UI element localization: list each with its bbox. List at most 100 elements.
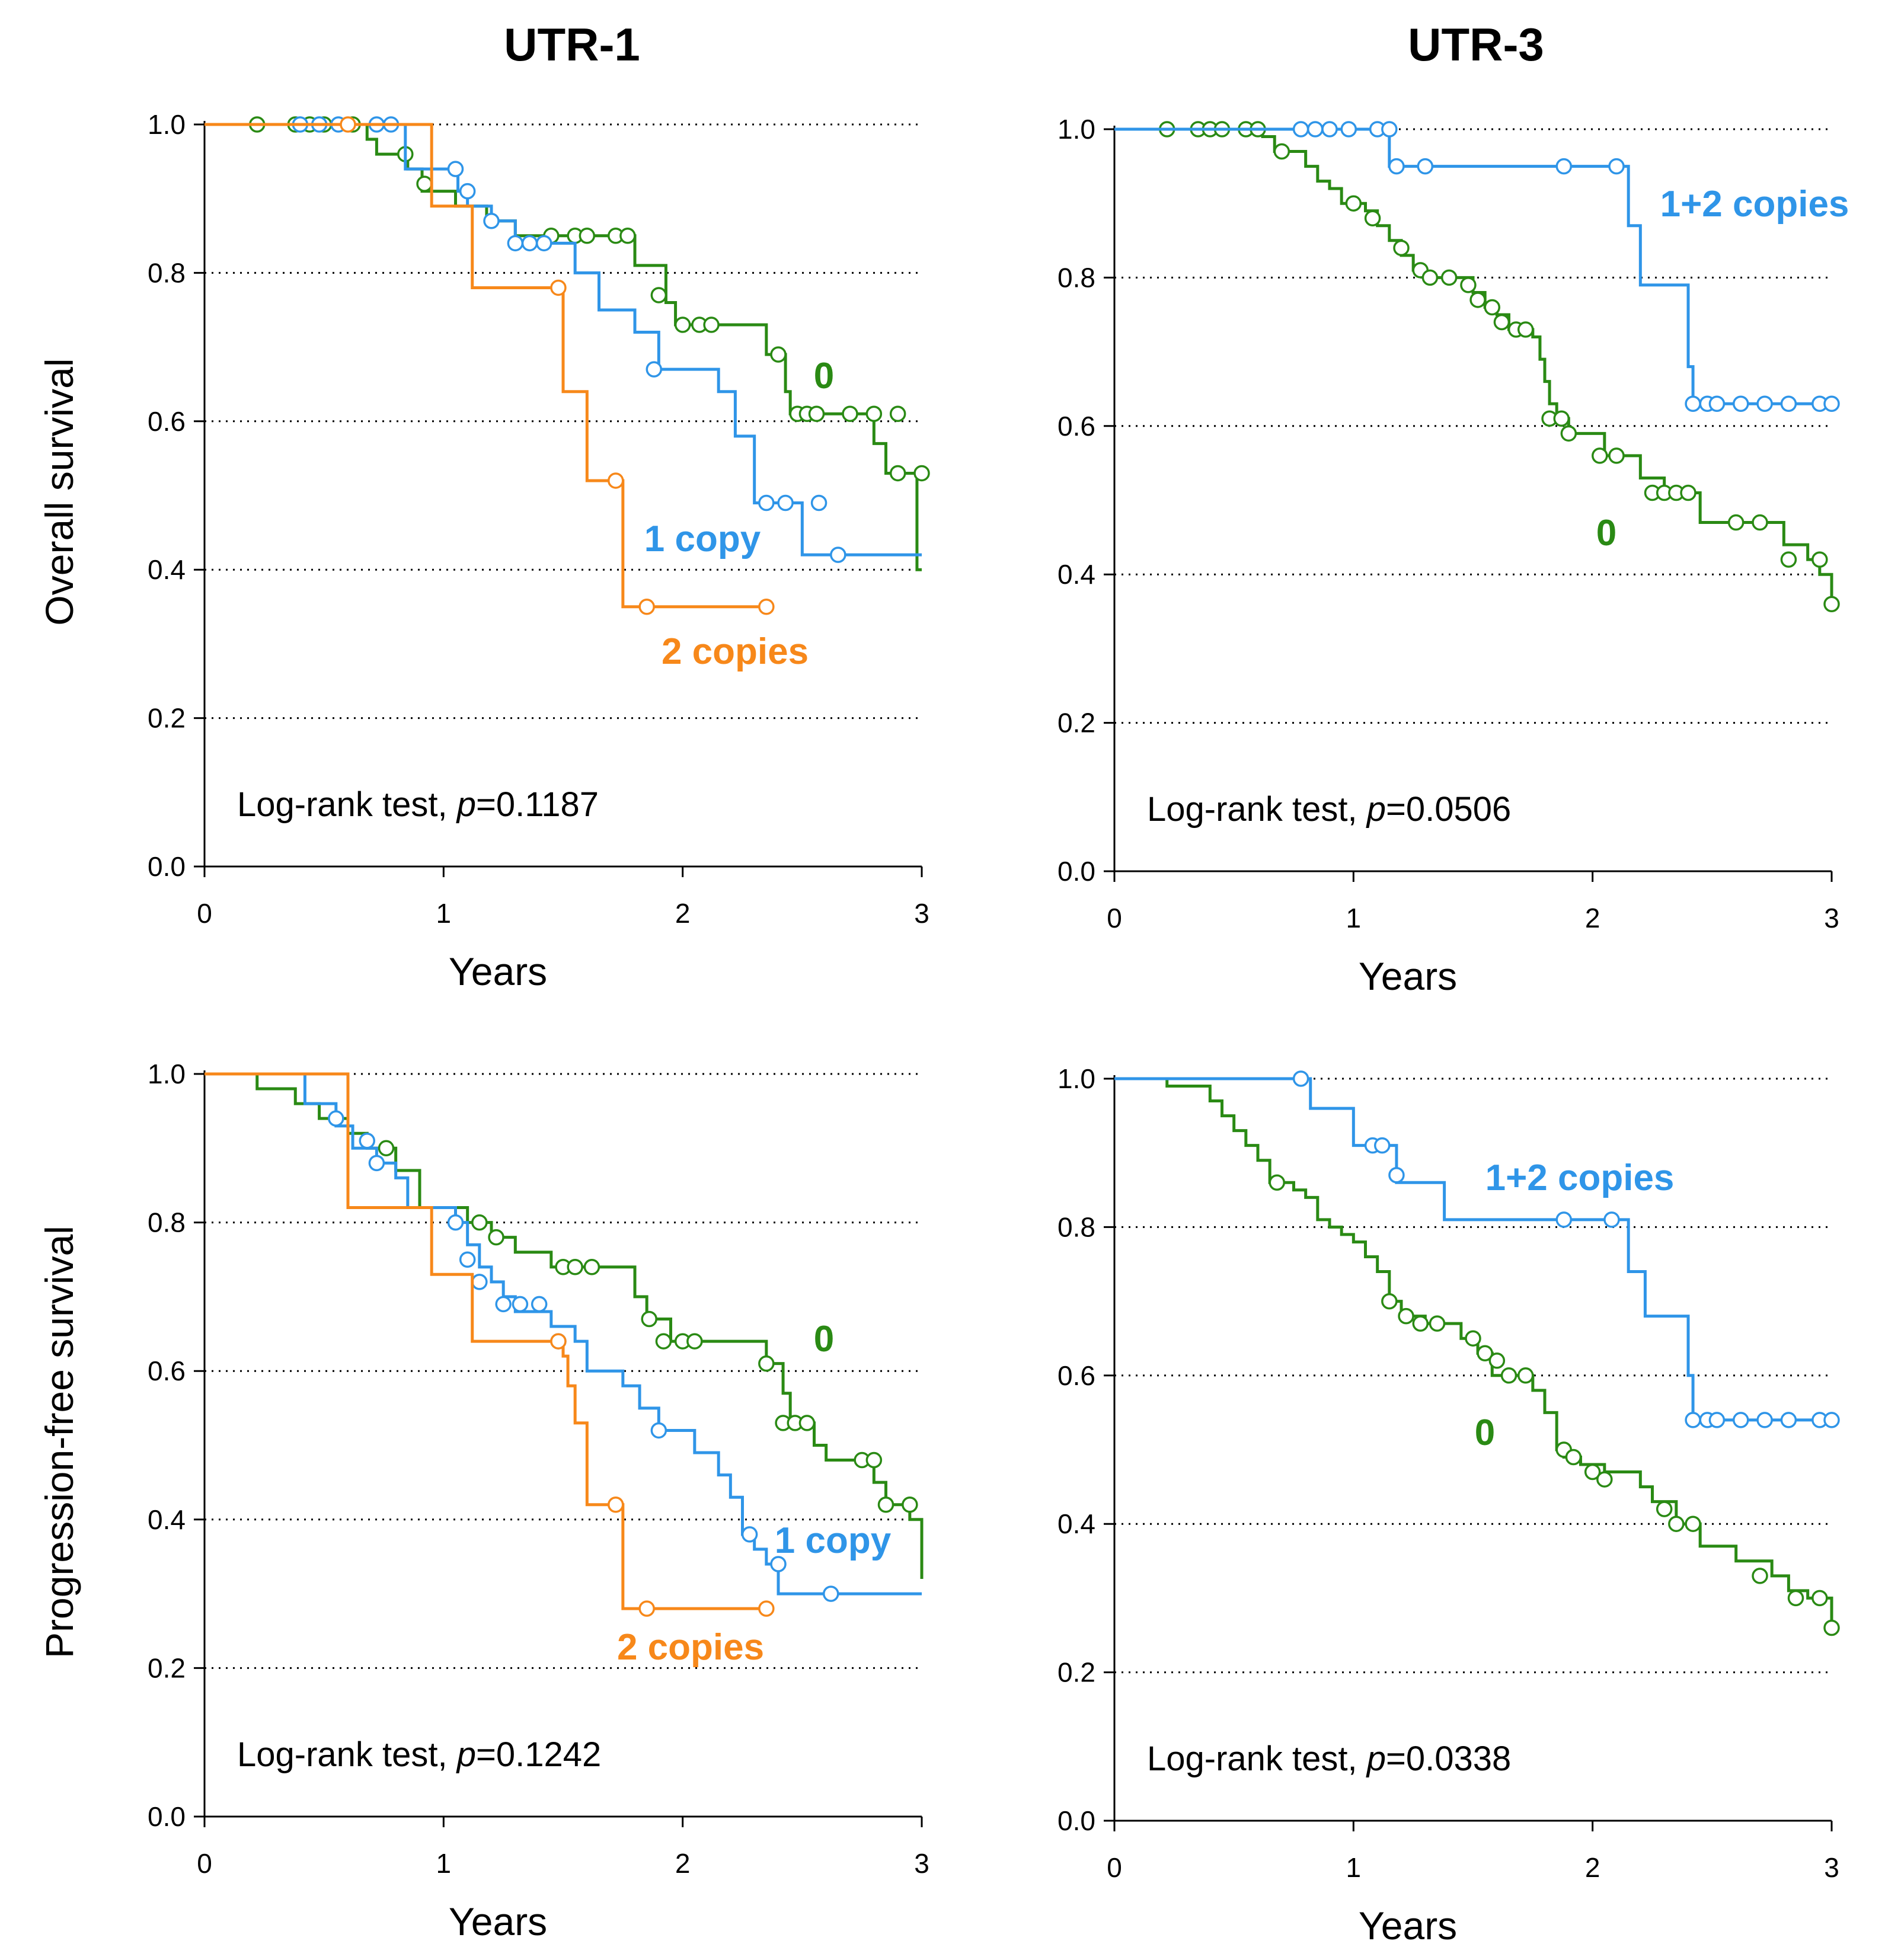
- censor-marker: [1780, 1412, 1797, 1428]
- censor-marker: [865, 1451, 883, 1469]
- censor-marker: [638, 1600, 655, 1617]
- censor-marker: [579, 228, 596, 244]
- series-label: 2 copies: [662, 631, 809, 672]
- censor-marker: [1603, 1211, 1620, 1228]
- censor-marker: [459, 1251, 476, 1268]
- y-tick-label: 0.8: [148, 1207, 186, 1238]
- censor-marker: [447, 1214, 464, 1231]
- series-label: 2 copies: [617, 1627, 764, 1668]
- survival-curve-2-copies: [205, 123, 766, 609]
- series-label: 0: [814, 1319, 834, 1360]
- censor-marker: [1393, 239, 1410, 257]
- censor-marker: [1321, 121, 1338, 138]
- censor-marker: [1517, 321, 1534, 338]
- censor-marker: [1608, 158, 1625, 175]
- censor-marker: [1460, 277, 1477, 293]
- censor-marker: [810, 494, 828, 511]
- series-label: 0: [814, 356, 834, 397]
- censor-marker: [1811, 551, 1828, 568]
- censor-marker: [1488, 1353, 1506, 1369]
- censor-marker: [758, 599, 775, 615]
- logrank-annotation: Log-rank test, p=0.0338: [1147, 1740, 1511, 1778]
- x-tick-label: 1: [436, 898, 452, 929]
- series-label: 1 copy: [775, 1520, 892, 1561]
- logrank-annotation: Log-rank test, p=0.0506: [1147, 790, 1511, 829]
- y-tick-label: 0.8: [148, 257, 186, 288]
- censor-marker: [1517, 1367, 1534, 1384]
- censor-marker: [808, 405, 825, 423]
- censor-marker: [741, 1526, 758, 1543]
- censor-marker: [550, 1333, 567, 1350]
- y-tick-label: 0.2: [1057, 1657, 1095, 1688]
- column-title-utr1: UTR-1: [504, 18, 640, 71]
- series-label: 0: [1475, 1412, 1495, 1453]
- y-tick-label: 1.0: [1057, 114, 1095, 145]
- censor-marker: [1292, 1070, 1309, 1087]
- x-axis-label: Years: [1359, 954, 1457, 998]
- y-tick-label: 1.0: [148, 109, 186, 140]
- censor-marker: [459, 183, 476, 200]
- y-tick-label: 0.8: [1057, 1211, 1095, 1242]
- censor-marker: [512, 1296, 529, 1313]
- censor-marker: [842, 405, 858, 423]
- panel-3: 0.0 0.2 0.4 0.6 0.8 1.0 0 1 2 3 Years Log-rank test…: [1057, 1063, 1840, 1948]
- panel-2: 0.0 0.2 0.4 0.6 0.8 1.0 0 1 2 3 Years Log-rank test…: [148, 1059, 929, 1943]
- survival-curve-1-2-copies: [1114, 127, 1832, 405]
- censor-marker: [1345, 195, 1362, 212]
- censor-marker: [1307, 121, 1324, 138]
- censor-marker: [1469, 292, 1486, 308]
- censor-marker: [531, 1296, 548, 1313]
- censor-marker: [686, 1333, 703, 1350]
- censor-marker: [758, 1355, 775, 1372]
- censor-marker: [770, 346, 787, 363]
- survival-curve-2-copies: [205, 1072, 766, 1610]
- y-tick-label: 0.4: [148, 554, 186, 585]
- y-tick-label: 0.6: [148, 1355, 186, 1386]
- censor-marker: [1811, 1590, 1828, 1607]
- x-tick-label: 2: [1585, 1852, 1600, 1883]
- censor-marker: [1364, 210, 1381, 226]
- censor-marker: [758, 1600, 775, 1617]
- censor-marker: [798, 1415, 816, 1431]
- censor-marker: [1708, 1412, 1726, 1428]
- x-tick-label: 3: [1824, 1852, 1839, 1883]
- y-tick-label: 0.0: [148, 851, 186, 882]
- column-title-utr3: UTR-3: [1408, 18, 1544, 71]
- censor-marker: [1373, 1137, 1391, 1154]
- survival-curve-1-2-copies: [1114, 1077, 1832, 1422]
- censor-marker: [495, 1296, 512, 1313]
- censor-marker: [1388, 158, 1405, 175]
- censor-marker: [1273, 143, 1290, 160]
- x-tick-label: 0: [197, 1848, 212, 1879]
- censor-marker: [1685, 1412, 1701, 1428]
- x-tick-label: 0: [197, 898, 212, 929]
- series-label: 0: [1596, 513, 1616, 554]
- survival-curve-1-copy: [205, 1072, 922, 1596]
- y-tick-label: 0.2: [148, 703, 186, 734]
- x-tick-label: 2: [675, 898, 691, 929]
- censor-marker: [378, 1140, 395, 1157]
- censor-marker: [1823, 1412, 1840, 1428]
- censor-marker: [1484, 299, 1501, 316]
- censor-marker: [416, 175, 433, 192]
- censor-marker: [1417, 158, 1434, 175]
- censor-marker: [1732, 1412, 1749, 1428]
- censor-marker: [1429, 1315, 1446, 1332]
- censor-marker: [550, 279, 567, 296]
- censor-marker: [650, 287, 667, 303]
- censor-marker: [1823, 1619, 1840, 1636]
- censor-marker: [1388, 1167, 1405, 1184]
- x-tick-label: 3: [914, 1848, 929, 1879]
- censor-marker: [650, 1422, 667, 1439]
- censor-marker: [1685, 395, 1701, 412]
- x-tick-label: 1: [1346, 1852, 1362, 1883]
- censor-marker: [1780, 551, 1797, 568]
- censor-marker: [1656, 1501, 1673, 1517]
- censor-marker: [1584, 1463, 1601, 1481]
- censor-marker: [1398, 1307, 1414, 1325]
- censor-marker: [340, 116, 356, 133]
- censor-marker: [488, 1229, 504, 1246]
- censor-marker: [1465, 1330, 1481, 1347]
- x-tick-label: 1: [436, 1848, 452, 1879]
